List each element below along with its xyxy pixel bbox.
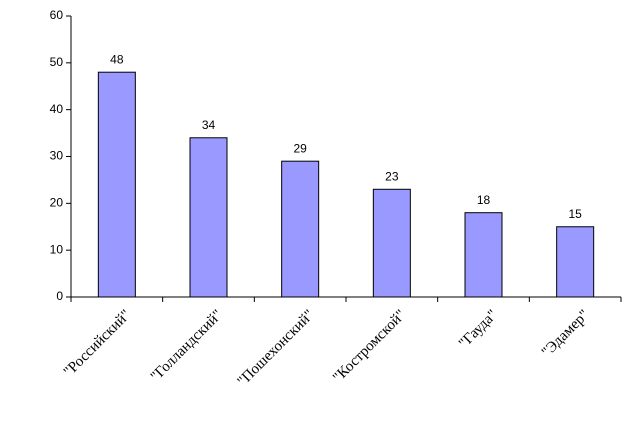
y-tick-label: 30 [50, 149, 64, 163]
x-tick-label: "Эдамер" [539, 307, 593, 361]
value-label: 18 [477, 193, 491, 207]
value-label: 48 [110, 52, 124, 66]
x-tick-label: "Российский" [61, 307, 134, 380]
value-label: 34 [202, 118, 216, 132]
bar [464, 212, 503, 298]
y-tick-label: 10 [50, 242, 64, 256]
y-tick-label: 50 [50, 55, 64, 69]
bar [556, 226, 595, 298]
x-tick-label: "Костромской" [330, 307, 409, 386]
value-label: 15 [568, 207, 582, 221]
bar [372, 188, 411, 298]
bar [189, 137, 228, 298]
x-tick-label: "Гауда" [456, 307, 501, 352]
bar [97, 71, 136, 298]
x-tick-label: "Пошехонский" [235, 307, 318, 390]
y-tick-label: 40 [50, 102, 64, 116]
x-tick-label: "Голландский" [148, 307, 226, 385]
y-tick-label: 0 [56, 289, 63, 303]
value-label: 29 [293, 141, 307, 155]
y-tick-label: 60 [50, 8, 64, 22]
value-label: 23 [385, 169, 399, 183]
y-tick-label: 20 [50, 196, 64, 210]
bar [281, 160, 320, 298]
